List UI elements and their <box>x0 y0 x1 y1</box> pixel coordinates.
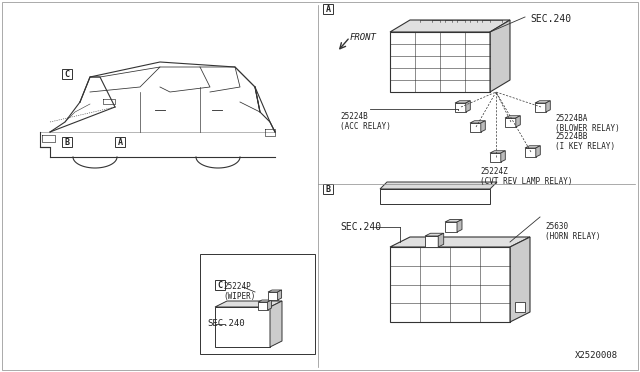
Polygon shape <box>470 123 481 132</box>
Polygon shape <box>505 118 516 127</box>
Polygon shape <box>490 151 506 153</box>
Polygon shape <box>525 148 536 157</box>
Text: FRONT: FRONT <box>350 33 377 42</box>
Bar <box>62 137 72 147</box>
Text: 25224BA
(BLOWER RELAY): 25224BA (BLOWER RELAY) <box>555 114 620 134</box>
Text: 25630
(HORN RELAY): 25630 (HORN RELAY) <box>545 222 600 241</box>
Bar <box>62 69 72 79</box>
Polygon shape <box>515 302 525 312</box>
Text: B: B <box>326 185 330 193</box>
Polygon shape <box>215 301 282 307</box>
Polygon shape <box>490 20 510 92</box>
Polygon shape <box>535 103 546 112</box>
Polygon shape <box>457 219 462 232</box>
Polygon shape <box>268 292 278 300</box>
Text: SEC.240: SEC.240 <box>530 14 571 24</box>
Text: 25224P
(WIPER): 25224P (WIPER) <box>223 282 255 301</box>
Polygon shape <box>490 153 500 162</box>
Polygon shape <box>455 103 466 112</box>
Text: C: C <box>65 70 70 78</box>
Polygon shape <box>505 116 520 118</box>
Text: A: A <box>326 4 330 13</box>
Polygon shape <box>380 182 497 189</box>
Bar <box>215 280 225 290</box>
Bar <box>115 137 125 147</box>
Text: C: C <box>218 280 223 289</box>
Polygon shape <box>466 101 470 112</box>
Polygon shape <box>536 146 540 157</box>
Polygon shape <box>258 300 271 302</box>
Polygon shape <box>390 247 510 322</box>
Polygon shape <box>510 237 530 322</box>
Polygon shape <box>390 20 510 32</box>
Text: 25224Z
(CVT REV LAMP RELAY): 25224Z (CVT REV LAMP RELAY) <box>480 167 573 186</box>
Polygon shape <box>445 222 457 232</box>
Polygon shape <box>445 219 462 222</box>
Polygon shape <box>380 189 490 204</box>
Polygon shape <box>270 301 282 347</box>
Polygon shape <box>390 32 490 92</box>
Polygon shape <box>268 290 282 292</box>
Text: B: B <box>65 138 70 147</box>
Bar <box>200 254 315 354</box>
Polygon shape <box>516 116 520 127</box>
Text: A: A <box>118 138 122 147</box>
Polygon shape <box>535 101 550 103</box>
Polygon shape <box>268 300 271 310</box>
Polygon shape <box>215 307 270 347</box>
Polygon shape <box>390 237 530 247</box>
Polygon shape <box>470 121 485 123</box>
Polygon shape <box>438 233 444 247</box>
Polygon shape <box>546 101 550 112</box>
Bar <box>323 4 333 14</box>
Text: SEC.240: SEC.240 <box>340 222 381 232</box>
Polygon shape <box>481 121 485 132</box>
Polygon shape <box>525 146 540 148</box>
Polygon shape <box>455 101 470 103</box>
Polygon shape <box>500 151 506 162</box>
Polygon shape <box>258 302 268 310</box>
Text: 25224BB
(I KEY RELAY): 25224BB (I KEY RELAY) <box>555 132 615 151</box>
Bar <box>323 184 333 194</box>
Polygon shape <box>425 236 438 247</box>
Text: SEC.240: SEC.240 <box>207 320 244 328</box>
Text: 25224B
(ACC RELAY): 25224B (ACC RELAY) <box>340 112 391 131</box>
Text: X2520008: X2520008 <box>575 351 618 360</box>
Polygon shape <box>425 233 444 236</box>
Polygon shape <box>278 290 282 300</box>
